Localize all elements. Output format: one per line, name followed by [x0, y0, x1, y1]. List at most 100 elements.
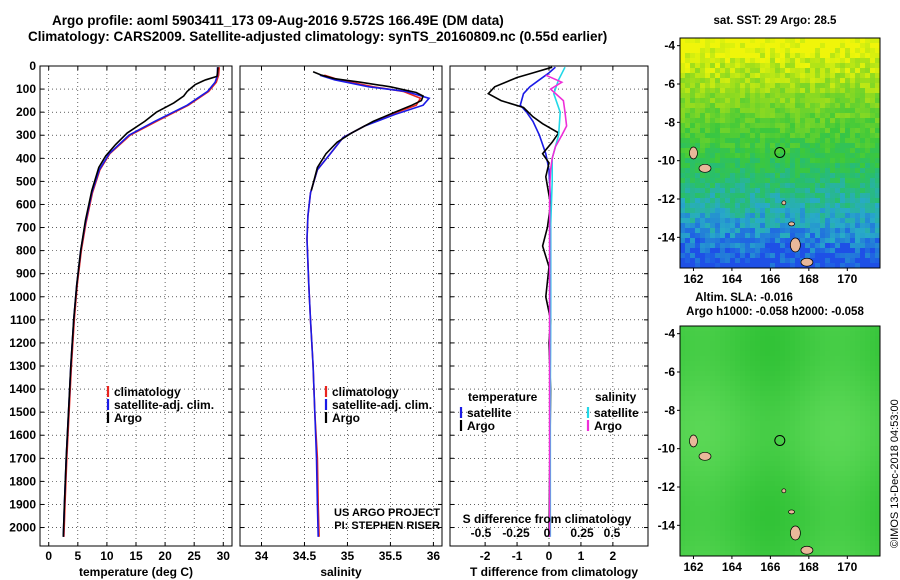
map-cell [695, 486, 701, 492]
map-cell [835, 391, 841, 397]
map-cell [730, 228, 736, 234]
map-cell [855, 38, 861, 44]
map-cell [755, 486, 761, 492]
map-cell [765, 123, 771, 129]
map-cell [870, 248, 876, 254]
map-cell [800, 526, 806, 532]
map-cell [735, 451, 741, 457]
map-cell [720, 396, 726, 402]
map-cell [785, 228, 791, 234]
map-cell [845, 63, 851, 69]
map-cell [750, 341, 756, 347]
map-cell [820, 108, 826, 114]
map-cell [695, 551, 701, 557]
map-cell [850, 426, 856, 432]
map-cell [685, 436, 691, 442]
map-cell [870, 53, 876, 59]
map-cell [855, 168, 861, 174]
map-cell [850, 451, 856, 457]
map-cell [700, 521, 706, 527]
map-cell [865, 38, 871, 44]
map-cell [840, 103, 846, 109]
map-cell [785, 128, 791, 134]
map-cell [870, 123, 876, 129]
map-cell [825, 143, 831, 149]
map-cell [785, 223, 791, 229]
map-cell [755, 233, 761, 239]
map-cell [680, 78, 686, 84]
map-cell [820, 228, 826, 234]
map-cell [850, 401, 856, 407]
legend-label: Argo [114, 411, 142, 425]
map-cell [760, 128, 766, 134]
map-cell [740, 163, 746, 169]
map-cell [875, 208, 881, 214]
map-cell [700, 93, 706, 99]
map-cell [800, 168, 806, 174]
map-cell [730, 263, 736, 269]
map-cell [775, 486, 781, 492]
map-cell [870, 258, 876, 264]
map-cell [800, 371, 806, 377]
map-cell [750, 501, 756, 507]
map-cell [765, 258, 771, 264]
map-cell [705, 188, 711, 194]
map-cell [760, 113, 766, 119]
y-tick-label: 1600 [9, 428, 36, 442]
map-cell [715, 253, 721, 259]
map-cell [795, 143, 801, 149]
map-cell [830, 516, 836, 522]
map-cell [845, 108, 851, 114]
map-cell [815, 461, 821, 467]
map-cell [805, 491, 811, 497]
map-cell [745, 233, 751, 239]
map-cell [870, 361, 876, 367]
map-cell [800, 113, 806, 119]
map-cell [860, 98, 866, 104]
map-cell [835, 376, 841, 382]
map-cell [755, 381, 761, 387]
map-cell [770, 173, 776, 179]
map-cell [835, 163, 841, 169]
map-cell [725, 68, 731, 74]
map-cell [840, 258, 846, 264]
map-cell [730, 193, 736, 199]
map-cell [765, 48, 771, 54]
map-cell [680, 128, 686, 134]
map-cell [805, 511, 811, 517]
map-cell [725, 88, 731, 94]
map-cell [765, 173, 771, 179]
map-cell [830, 78, 836, 84]
map-cell [815, 466, 821, 472]
map-cell [870, 496, 876, 502]
map-cell [730, 426, 736, 432]
map-cell [710, 203, 716, 209]
map-cell [820, 331, 826, 337]
map-cell [875, 526, 881, 532]
map-cell [745, 263, 751, 269]
map-cell [700, 546, 706, 552]
map-cell [820, 63, 826, 69]
map-cell [710, 386, 716, 392]
map-cell [745, 451, 751, 457]
map-cell [800, 128, 806, 134]
map-cell [680, 356, 686, 362]
map-cell [815, 326, 821, 332]
map-cell [820, 213, 826, 219]
map-cell [685, 223, 691, 229]
map-cell [695, 521, 701, 527]
map-cell [815, 138, 821, 144]
map-cell [830, 376, 836, 382]
map-cell [760, 496, 766, 502]
map-cell [845, 426, 851, 432]
map-cell [740, 173, 746, 179]
map-cell [840, 113, 846, 119]
map-cell [795, 516, 801, 522]
map-cell [700, 183, 706, 189]
map-cell [720, 238, 726, 244]
map-cell [740, 341, 746, 347]
map-cell [795, 198, 801, 204]
map-cell [830, 183, 836, 189]
map-cell [765, 188, 771, 194]
map-cell [870, 83, 876, 89]
